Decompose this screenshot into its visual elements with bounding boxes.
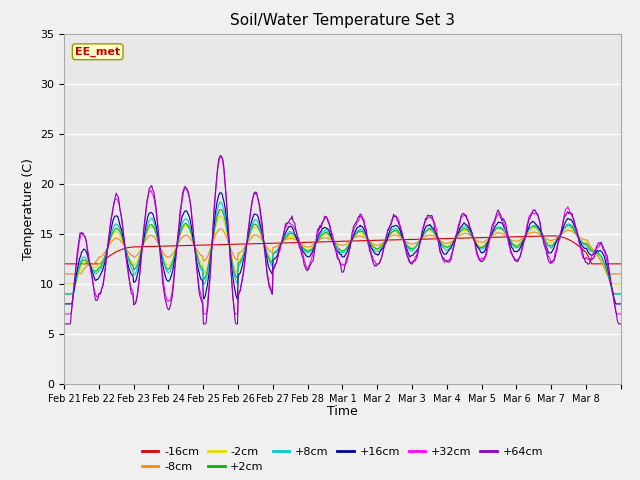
-16cm	[431, 236, 439, 242]
+64cm	[217, 153, 225, 158]
+2cm	[277, 241, 285, 247]
-2cm	[217, 213, 225, 219]
-2cm	[277, 241, 285, 247]
+2cm	[125, 257, 133, 263]
+8cm	[60, 291, 68, 297]
-8cm	[228, 250, 236, 256]
+8cm	[277, 241, 285, 247]
Line: +8cm: +8cm	[64, 202, 621, 294]
+64cm	[617, 321, 625, 327]
-2cm	[401, 239, 408, 245]
Line: -16cm: -16cm	[64, 236, 621, 264]
+16cm	[401, 239, 408, 244]
-8cm	[432, 234, 440, 240]
-16cm	[550, 233, 557, 239]
-16cm	[255, 241, 263, 247]
-16cm	[617, 261, 625, 267]
-8cm	[277, 240, 285, 246]
+16cm	[432, 230, 440, 236]
-16cm	[276, 240, 284, 246]
-8cm	[125, 251, 133, 256]
+64cm	[277, 241, 285, 247]
+32cm	[256, 209, 264, 215]
Line: -2cm: -2cm	[64, 216, 621, 284]
+64cm	[256, 205, 264, 211]
Line: +32cm: +32cm	[64, 157, 621, 314]
+2cm	[432, 232, 440, 238]
+32cm	[277, 242, 285, 248]
-8cm	[216, 226, 224, 232]
+32cm	[218, 154, 225, 160]
+64cm	[60, 321, 68, 327]
+64cm	[228, 288, 236, 294]
+16cm	[617, 301, 625, 307]
+64cm	[432, 229, 440, 235]
+16cm	[216, 190, 224, 195]
Title: Soil/Water Temperature Set 3: Soil/Water Temperature Set 3	[230, 13, 455, 28]
-16cm	[125, 244, 133, 250]
+8cm	[256, 225, 264, 230]
+32cm	[401, 240, 408, 245]
Y-axis label: Temperature (C): Temperature (C)	[22, 158, 35, 260]
+2cm	[617, 291, 625, 297]
+8cm	[228, 263, 236, 268]
+16cm	[60, 301, 68, 307]
-8cm	[256, 235, 264, 240]
-2cm	[125, 256, 133, 262]
+2cm	[60, 291, 68, 297]
+8cm	[401, 240, 408, 245]
Line: +2cm: +2cm	[64, 209, 621, 294]
+8cm	[432, 230, 440, 236]
Line: +16cm: +16cm	[64, 192, 621, 304]
-8cm	[401, 238, 408, 243]
+2cm	[401, 239, 408, 245]
+16cm	[228, 270, 236, 276]
-16cm	[60, 261, 68, 267]
+8cm	[125, 260, 133, 265]
-2cm	[228, 257, 236, 263]
+16cm	[256, 222, 264, 228]
-8cm	[60, 271, 68, 277]
+2cm	[217, 206, 225, 212]
Line: -8cm: -8cm	[64, 229, 621, 274]
+16cm	[277, 241, 285, 247]
Line: +64cm: +64cm	[64, 156, 621, 324]
-2cm	[60, 281, 68, 287]
-2cm	[432, 233, 440, 239]
+32cm	[617, 311, 625, 317]
+8cm	[617, 291, 625, 297]
+2cm	[228, 261, 236, 266]
+64cm	[125, 277, 133, 283]
-16cm	[400, 237, 408, 242]
X-axis label: Time: Time	[327, 405, 358, 418]
-16cm	[228, 241, 236, 247]
+32cm	[60, 311, 68, 317]
+8cm	[217, 199, 225, 205]
+32cm	[125, 277, 133, 283]
+32cm	[228, 288, 236, 293]
+64cm	[401, 242, 408, 248]
-8cm	[617, 271, 625, 277]
Legend: -16cm, -8cm, -2cm, +2cm, +8cm, +16cm, +32cm, +64cm: -16cm, -8cm, -2cm, +2cm, +8cm, +16cm, +3…	[138, 442, 547, 477]
+32cm	[432, 224, 440, 230]
+2cm	[256, 228, 264, 234]
-2cm	[617, 281, 625, 287]
+16cm	[125, 267, 133, 273]
Text: EE_met: EE_met	[75, 47, 120, 57]
-2cm	[256, 230, 264, 236]
